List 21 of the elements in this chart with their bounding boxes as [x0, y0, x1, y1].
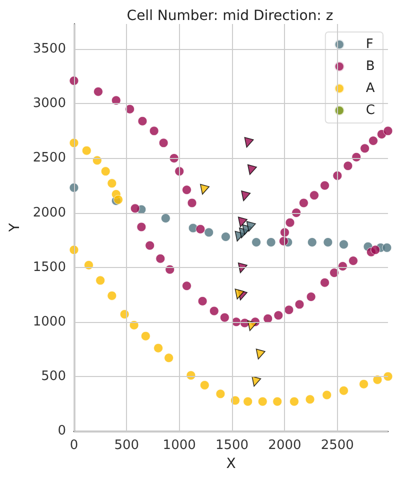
y-tick-label: 3500	[32, 42, 66, 57]
x-tick-label: 2000	[268, 438, 302, 453]
chart-title: Cell Number: mid Direction: z	[126, 8, 334, 24]
x-tick-label: 2500	[320, 438, 354, 453]
legend-label: A	[349, 81, 375, 96]
x-axis-title: X	[226, 456, 236, 472]
x-tick-label: 1000	[162, 438, 196, 453]
x-tick-label: 0	[70, 438, 78, 453]
x-tick-label: 1500	[216, 438, 249, 453]
y-tick-label: 2500	[32, 150, 66, 166]
y-tick-label: 2000	[32, 205, 66, 220]
legend-label: B	[349, 59, 375, 74]
legend-label: F	[349, 37, 374, 52]
x-tick-label: 500	[114, 438, 140, 453]
y-tick-label: 500	[41, 368, 66, 384]
y-axis-title: Y	[7, 222, 23, 233]
y-tick-label: 0	[58, 424, 66, 438]
y-tick-label: 1000	[32, 314, 66, 330]
legend-label: C	[349, 103, 376, 118]
y-tick-label: 1500	[32, 260, 66, 275]
y-tick-label: 3000	[32, 96, 66, 112]
